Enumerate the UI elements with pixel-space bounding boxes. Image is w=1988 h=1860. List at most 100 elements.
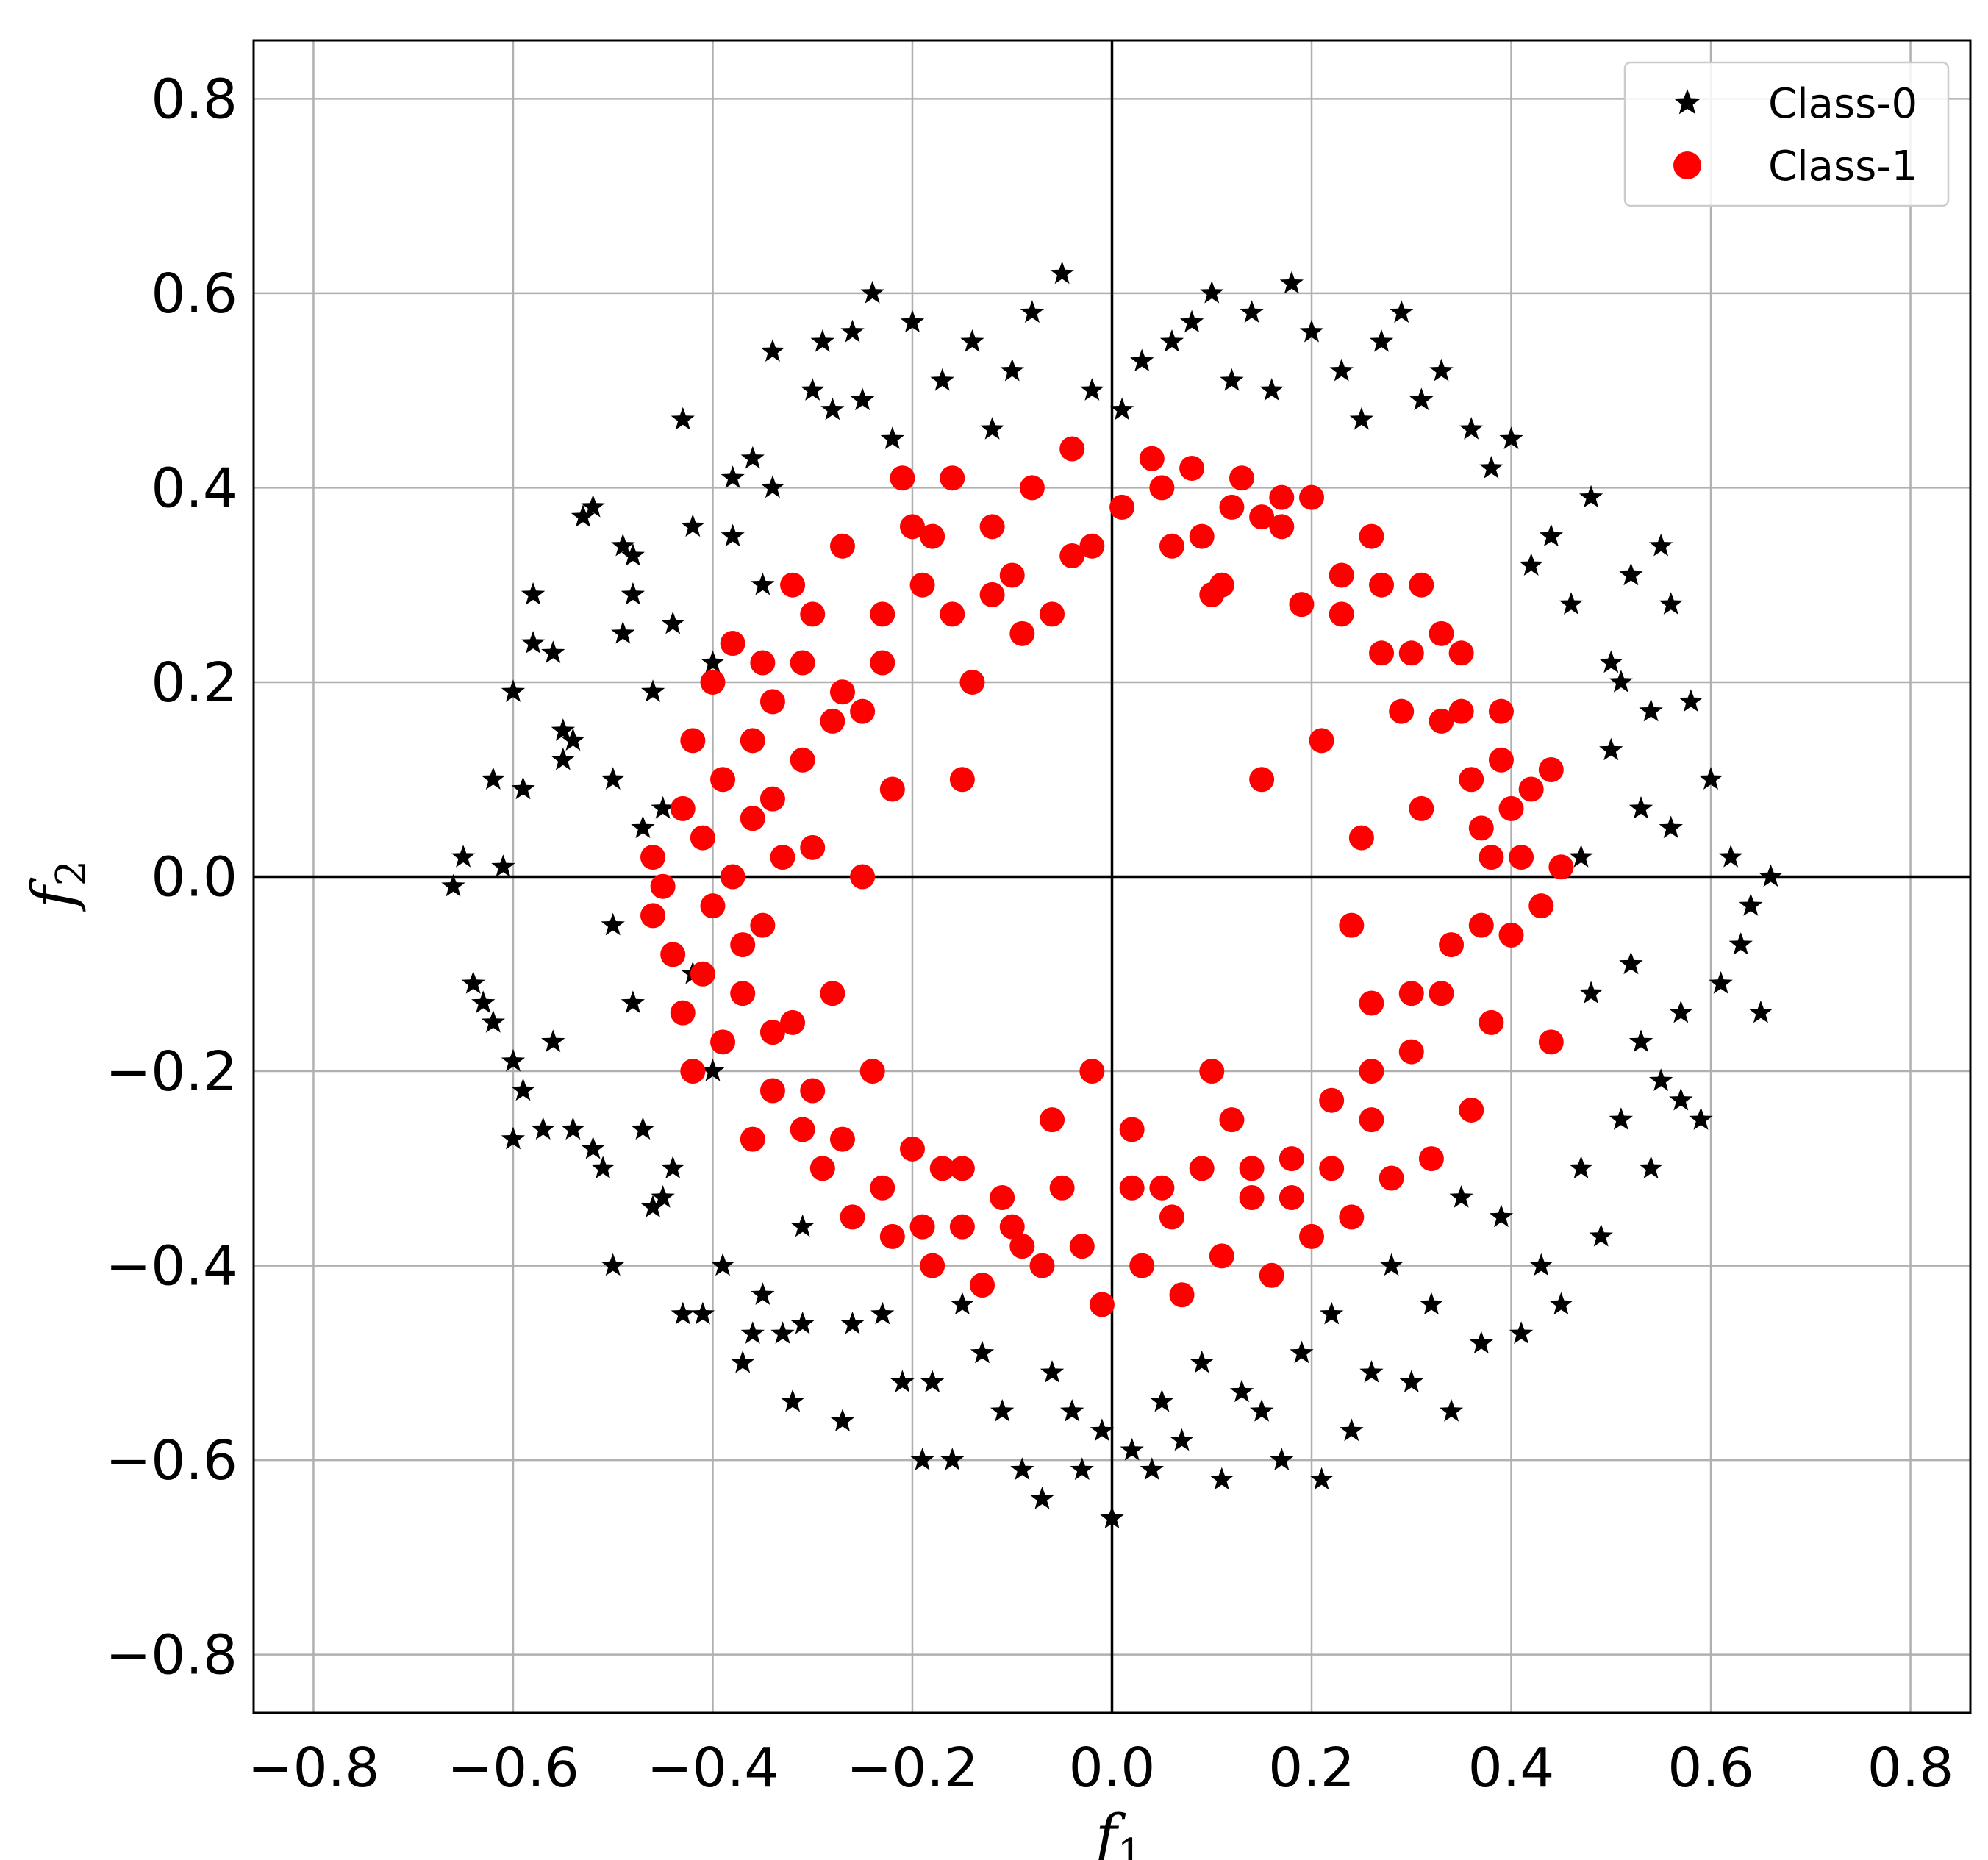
- legend-label-class-1: Class-1: [1768, 143, 1917, 190]
- class-1-point: [1169, 1282, 1195, 1308]
- class-0-point: [1140, 1457, 1164, 1481]
- class-1-point: [1109, 494, 1135, 520]
- class-1-point: [1269, 484, 1295, 510]
- class-1-point: [1149, 1175, 1175, 1201]
- class-1-point: [1189, 1156, 1215, 1181]
- class-1-point: [940, 601, 965, 627]
- class-0-point: [640, 679, 665, 702]
- class-0-point: [1379, 1253, 1404, 1276]
- class-0-point: [1359, 1360, 1384, 1383]
- class-1-point: [730, 932, 756, 958]
- class-0-point: [710, 1253, 735, 1276]
- class-0-point: [1649, 533, 1673, 557]
- class-0-point: [751, 1282, 775, 1305]
- class-0-point: [491, 854, 515, 877]
- class-1-point: [1339, 912, 1365, 938]
- class-1-point: [840, 1204, 865, 1230]
- class-0-point: [1279, 271, 1304, 294]
- x-tick-label: 0.4: [1468, 1736, 1555, 1800]
- class-1-point: [1488, 747, 1514, 773]
- class-0-point: [501, 679, 526, 702]
- class-1-point: [1269, 514, 1295, 540]
- class-1-point: [800, 601, 826, 627]
- class-0-point: [1159, 329, 1184, 352]
- class-1-point: [790, 747, 815, 773]
- series-class-1: [640, 436, 1574, 1317]
- class-1-point: [740, 806, 765, 831]
- class-0-point: [1030, 1487, 1054, 1509]
- class-1-point: [890, 465, 915, 491]
- class-1-point: [1079, 533, 1105, 559]
- class-1-point: [640, 903, 666, 929]
- class-0-point: [810, 329, 834, 352]
- class-0-point: [1100, 1506, 1124, 1529]
- class-1-point: [1219, 1107, 1245, 1133]
- class-1-point: [1069, 1234, 1095, 1259]
- class-1-point: [1479, 845, 1504, 870]
- class-0-point: [1060, 1399, 1084, 1422]
- class-1-point: [850, 698, 876, 724]
- class-1-point: [1019, 475, 1045, 501]
- class-0-point: [1609, 670, 1633, 693]
- class-1-point: [790, 1117, 815, 1142]
- class-1-point: [1448, 640, 1474, 666]
- class-0-point: [1739, 893, 1763, 916]
- class-0-point: [611, 533, 635, 557]
- class-1-point: [990, 1184, 1015, 1210]
- legend-label-class-0: Class-0: [1768, 80, 1917, 128]
- class-0-point: [1539, 523, 1563, 547]
- class-1-point: [970, 1273, 995, 1298]
- class-0-point: [541, 640, 565, 663]
- class-1-point: [1009, 1234, 1035, 1259]
- class-1-point: [670, 1000, 696, 1026]
- class-0-point: [1599, 650, 1623, 673]
- class-0-point: [820, 397, 845, 421]
- class-0-point: [751, 572, 775, 595]
- class-1-point: [920, 1253, 945, 1278]
- class-0-point: [640, 1195, 665, 1217]
- class-1-point: [1398, 640, 1424, 666]
- class-0-point: [1709, 971, 1733, 994]
- class-1-point: [870, 1175, 895, 1201]
- class-0-point: [461, 971, 485, 994]
- class-0-point: [1619, 562, 1643, 586]
- class-0-point: [1209, 1467, 1234, 1490]
- class-0-point: [920, 1370, 945, 1392]
- class-1-point: [1538, 757, 1564, 783]
- class-0-point: [601, 912, 625, 936]
- x-tick-label: −0.6: [447, 1736, 579, 1800]
- class-1-point: [750, 650, 776, 676]
- class-0-point: [940, 1448, 965, 1470]
- class-0-point: [1409, 387, 1434, 411]
- class-0-point: [801, 378, 825, 401]
- class-0-point: [1649, 1068, 1673, 1091]
- class-0-point: [1429, 358, 1454, 382]
- class-1-point: [1059, 436, 1085, 462]
- class-0-point: [621, 582, 645, 605]
- class-1-point: [949, 1156, 975, 1181]
- class-1-point: [690, 961, 715, 987]
- class-0-point: [1120, 1437, 1144, 1461]
- class-1-point: [1538, 1029, 1564, 1055]
- class-1-point: [759, 786, 785, 812]
- class-1-point: [1139, 446, 1165, 471]
- class-1-point: [1518, 776, 1544, 802]
- class-0-point: [551, 747, 575, 770]
- class-0-point: [1728, 932, 1753, 955]
- class-1-point: [870, 601, 895, 627]
- data-points: [441, 261, 1783, 1529]
- class-0-point: [790, 1214, 815, 1237]
- class-0-point: [481, 1009, 505, 1033]
- class-1-point: [809, 1156, 835, 1181]
- legend-star-icon: [1673, 89, 1701, 115]
- x-tick-label: −0.2: [846, 1736, 979, 1800]
- class-0-point: [571, 504, 596, 527]
- class-0-point: [521, 631, 546, 654]
- class-0-point: [1369, 329, 1394, 352]
- class-0-point: [1569, 845, 1593, 868]
- class-1-point: [660, 942, 686, 967]
- y-tick-label: 0.4: [151, 457, 237, 520]
- class-1-point: [1359, 1107, 1384, 1133]
- class-1-point: [700, 893, 726, 919]
